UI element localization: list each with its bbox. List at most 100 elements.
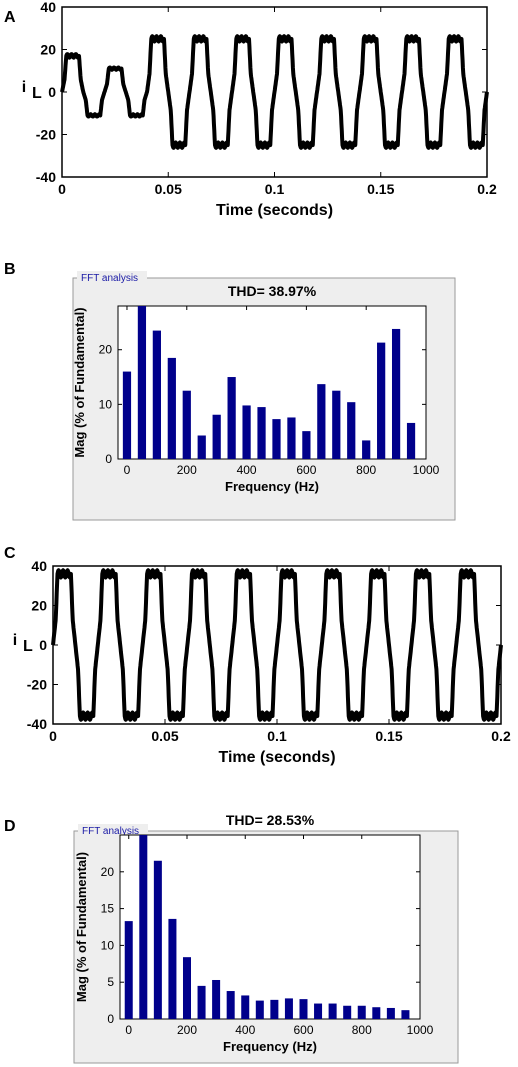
- y-tick-label: 10: [101, 938, 115, 952]
- x-tick-label: 400: [235, 1023, 255, 1037]
- x-tick-label: 0.05: [151, 728, 178, 744]
- current-waveform-line: [51, 568, 503, 722]
- y-tick-label: -40: [27, 716, 47, 732]
- harmonic-bar: [332, 390, 341, 459]
- y-tick-label: 0: [39, 637, 47, 653]
- panel-label-c: C: [4, 545, 16, 562]
- x-axis-label: Frequency (Hz): [223, 1039, 317, 1054]
- fft-plot-frame: [119, 834, 421, 1020]
- thd-label: THD= 28.53%: [226, 812, 315, 828]
- harmonic-bar: [357, 1005, 366, 1019]
- x-tick-label: 600: [296, 463, 316, 477]
- x-tick-label: 0.15: [375, 728, 402, 744]
- harmonic-bar: [287, 417, 296, 459]
- harmonic-bar: [401, 1010, 410, 1019]
- harmonic-bar: [272, 419, 281, 459]
- harmonic-bar: [362, 440, 371, 459]
- x-axis-label: Time (seconds): [218, 749, 335, 766]
- y-tick-label: -20: [36, 127, 56, 143]
- y-tick-label: 20: [101, 865, 115, 879]
- y-tick-label: 0: [48, 84, 56, 100]
- harmonic-bar: [257, 407, 266, 459]
- y-tick-label: 40: [31, 558, 47, 574]
- x-tick-label: 600: [293, 1023, 313, 1037]
- current-waveform-line: [60, 34, 489, 150]
- harmonic-bar: [182, 957, 191, 1019]
- y-tick-label: 20: [99, 343, 113, 357]
- harmonic-bar: [168, 918, 177, 1019]
- harmonic-bar: [227, 377, 236, 459]
- y-tick-label: -40: [36, 169, 56, 185]
- harmonic-bar: [270, 999, 279, 1019]
- harmonic-bar: [343, 1005, 352, 1019]
- y-axis-label: i: [13, 632, 17, 649]
- y-tick-label: 10: [99, 397, 113, 411]
- x-tick-label: 200: [177, 463, 197, 477]
- harmonic-bar: [122, 371, 132, 459]
- harmonic-bar: [197, 435, 206, 459]
- y-axis-label-subscript: L: [32, 85, 42, 102]
- harmonic-bar: [317, 384, 326, 459]
- harmonic-bar: [328, 1003, 337, 1019]
- harmonic-bar: [284, 998, 293, 1019]
- x-tick-label: 0: [49, 728, 57, 744]
- x-tick-label: 400: [237, 463, 257, 477]
- harmonic-bar: [152, 330, 161, 459]
- x-tick-label: 0.15: [367, 181, 394, 197]
- harmonic-bar: [182, 390, 191, 459]
- y-axis-label: Mag (% of Fundamental): [74, 852, 89, 1002]
- y-tick-label: 0: [107, 1012, 114, 1026]
- fft-panel-title: FFT analysis: [82, 826, 139, 837]
- harmonic-bar: [226, 991, 235, 1019]
- x-tick-label: 800: [356, 463, 376, 477]
- harmonic-bar: [391, 328, 401, 459]
- x-tick-label: 0: [125, 1023, 132, 1037]
- panel-b: B FFT analysis THD= 38.97% 0 200 400 600 800 10…: [0, 252, 518, 527]
- y-axis-label: Mag (% of Fundamental): [72, 307, 87, 457]
- x-tick-label: 1000: [407, 1023, 434, 1037]
- harmonic-bar: [137, 306, 147, 459]
- harmonic-bar: [197, 985, 206, 1019]
- panel-label-a: A: [4, 9, 16, 26]
- x-tick-label: 0.2: [491, 728, 511, 744]
- harmonic-bar: [347, 402, 356, 459]
- panel-label-d: D: [4, 818, 16, 835]
- harmonic-bar: [124, 921, 133, 1019]
- y-tick-label: 0: [105, 452, 112, 466]
- x-tick-label: 200: [177, 1023, 197, 1037]
- x-tick-label: 0.1: [265, 181, 285, 197]
- y-tick-label: -20: [27, 677, 47, 693]
- x-axis-label: Frequency (Hz): [225, 479, 319, 494]
- y-tick-label: 40: [40, 0, 56, 15]
- chart-a-svg: A 0 0.05 0.1 0.15 0.2 40 20 0 -20 -40 Time (second…: [4, 0, 497, 219]
- harmonic-bar: [302, 431, 311, 459]
- fft-panel-title: FFT analysis: [81, 273, 138, 284]
- y-axis-label: i: [22, 79, 26, 96]
- harmonic-bar: [255, 1000, 264, 1019]
- x-tick-label: 0: [124, 463, 131, 477]
- harmonic-bar: [299, 999, 308, 1019]
- panel-a: A 0 0.05 0.1 0.15 0.2 40 20 0 -20 -40 Time (second…: [0, 0, 518, 230]
- y-tick-label: 20: [40, 42, 56, 58]
- harmonic-bar: [139, 835, 148, 1019]
- x-tick-label: 800: [352, 1023, 372, 1037]
- harmonic-bar: [406, 422, 416, 459]
- harmonic-bar: [153, 860, 162, 1019]
- harmonic-bar: [212, 979, 221, 1019]
- harmonic-bar: [377, 342, 386, 459]
- harmonic-bar: [167, 357, 176, 459]
- x-tick-label: 1000: [413, 463, 440, 477]
- harmonic-bar: [241, 995, 250, 1019]
- harmonic-bar: [242, 405, 251, 459]
- fft-panel-title-bg: [77, 271, 147, 285]
- thd-label: THD= 38.97%: [228, 283, 317, 299]
- harmonic-bar: [372, 1007, 381, 1019]
- harmonic-bar: [386, 1007, 395, 1019]
- panel-c: C 0 0.05 0.1 0.15 0.2 40 20 0 -20 -40 Time (second…: [0, 530, 518, 785]
- harmonic-bar: [314, 1003, 323, 1019]
- y-tick-label: 20: [31, 598, 47, 614]
